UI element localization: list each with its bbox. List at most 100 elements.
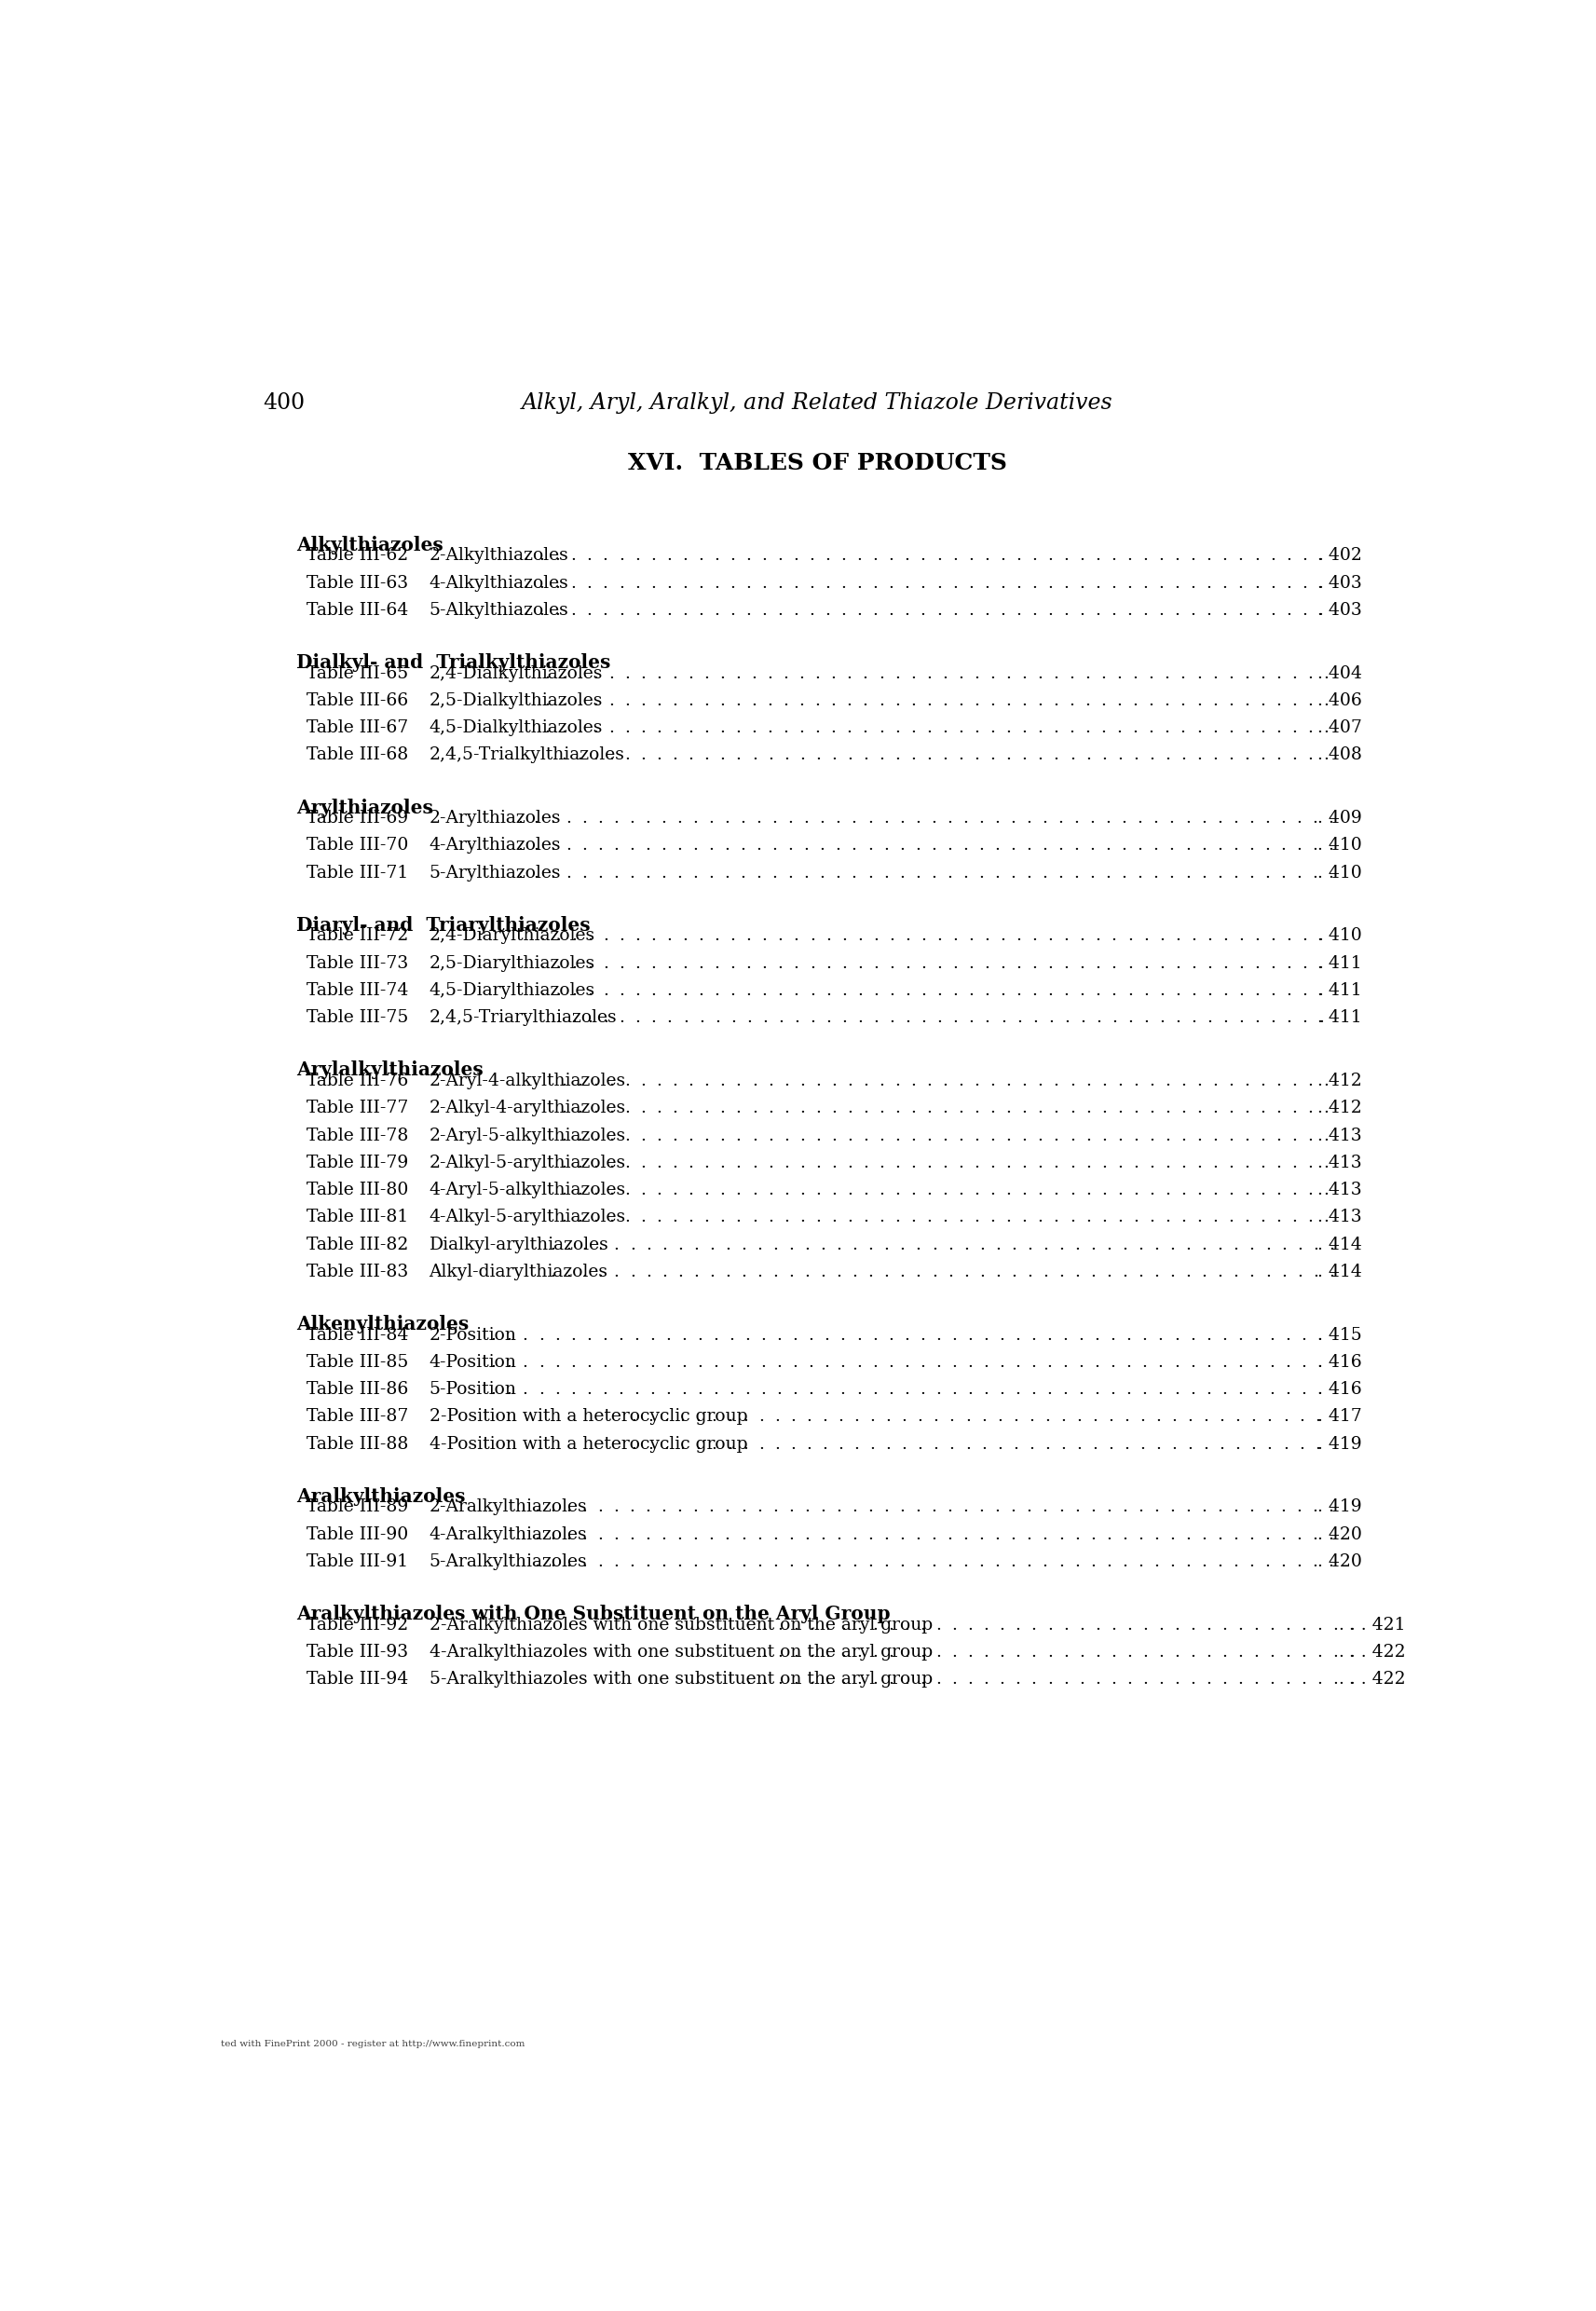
Text: .: . <box>1197 1100 1202 1116</box>
Text: .: . <box>745 982 752 998</box>
Text: .: . <box>809 601 814 619</box>
Text: .: . <box>1213 746 1218 763</box>
Text: .: . <box>895 1100 900 1116</box>
Text: .: . <box>953 927 958 945</box>
Text: .: . <box>1312 809 1317 827</box>
Text: 4-Position with a heterocyclic group: 4-Position with a heterocyclic group <box>429 1435 747 1451</box>
Text: .: . <box>1219 1407 1224 1426</box>
Text: .: . <box>741 1264 747 1280</box>
Text: .: . <box>1021 1156 1028 1172</box>
Text: .: . <box>522 1327 528 1343</box>
Text: .: . <box>930 837 937 855</box>
Text: .: . <box>1232 864 1238 880</box>
Text: .: . <box>1017 982 1021 998</box>
Text: .: . <box>969 954 974 971</box>
Text: .: . <box>752 1181 757 1199</box>
Text: .: . <box>1053 666 1058 682</box>
Text: .: . <box>964 1236 969 1253</box>
Text: .: . <box>999 575 1005 592</box>
Text: .: . <box>763 1010 768 1026</box>
Text: .: . <box>871 1327 878 1343</box>
Text: .: . <box>597 1500 603 1516</box>
Text: .: . <box>1170 1500 1175 1516</box>
Text: .: . <box>1090 1500 1095 1516</box>
Text: .: . <box>1138 1500 1143 1516</box>
Text: .: . <box>1181 1209 1186 1225</box>
Text: .: . <box>1323 1209 1329 1225</box>
Text: .: . <box>1101 1128 1106 1144</box>
Text: .: . <box>522 1354 528 1370</box>
Text: .: . <box>825 601 830 619</box>
Text: .: . <box>720 1100 725 1116</box>
Text: .: . <box>958 1128 964 1144</box>
Text: .: . <box>1060 1435 1066 1451</box>
Text: .: . <box>1207 954 1211 971</box>
Text: .: . <box>1101 1156 1106 1172</box>
Text: .: . <box>1245 1156 1250 1172</box>
Text: .: . <box>1238 982 1243 998</box>
Text: .: . <box>910 666 916 682</box>
Text: .: . <box>903 1615 910 1634</box>
Text: .: . <box>1017 1010 1021 1026</box>
Text: .: . <box>1234 1553 1238 1569</box>
Text: .: . <box>1106 1264 1112 1280</box>
Text: .: . <box>1223 575 1227 592</box>
Text: .: . <box>1117 693 1122 709</box>
Text: .: . <box>1312 1553 1318 1569</box>
Text: .: . <box>1079 1327 1084 1343</box>
Text: 400: 400 <box>263 393 305 414</box>
Text: .: . <box>683 982 688 998</box>
Text: .: . <box>873 1671 878 1687</box>
Text: .: . <box>809 1010 816 1026</box>
Text: .: . <box>847 1181 852 1199</box>
Text: .: . <box>1205 1382 1211 1398</box>
Text: .: . <box>1307 1100 1314 1116</box>
Text: .: . <box>555 1010 562 1026</box>
Text: .: . <box>863 1100 868 1116</box>
Text: .: . <box>855 1354 862 1370</box>
Text: .: . <box>544 693 551 709</box>
Text: .: . <box>978 1500 985 1516</box>
Text: .: . <box>661 1525 667 1544</box>
Text: .: . <box>832 1128 836 1144</box>
Text: .: . <box>784 746 788 763</box>
Text: .: . <box>816 1181 820 1199</box>
Text: .: . <box>693 1525 699 1544</box>
Text: Table III-67: Table III-67 <box>306 719 409 737</box>
Text: .: . <box>806 1435 812 1451</box>
Text: .: . <box>592 1209 598 1225</box>
Text: .: . <box>1302 1010 1307 1026</box>
Text: .: . <box>825 927 832 945</box>
Text: .: . <box>793 1382 798 1398</box>
Text: 5-Aralkylthiazoles with one substituent on the aryl group: 5-Aralkylthiazoles with one substituent … <box>429 1671 932 1687</box>
Text: .: . <box>1189 1382 1195 1398</box>
Text: Table III-81: Table III-81 <box>306 1209 409 1225</box>
Text: .: . <box>576 1128 583 1144</box>
Text: .: . <box>562 1209 567 1225</box>
Text: .: . <box>777 954 784 971</box>
Text: .: . <box>592 1181 598 1199</box>
Text: .: . <box>1111 601 1116 619</box>
Text: .: . <box>1143 575 1148 592</box>
Text: .: . <box>1140 1435 1146 1451</box>
Text: .: . <box>554 1327 560 1343</box>
Text: .: . <box>1159 1643 1163 1662</box>
Text: .: . <box>535 1525 539 1544</box>
Text: .: . <box>1175 1615 1179 1634</box>
Text: .: . <box>800 1181 804 1199</box>
Text: .: . <box>539 927 544 945</box>
Text: .: . <box>953 601 958 619</box>
Text: .: . <box>583 1264 587 1280</box>
Text: .: . <box>567 1264 571 1280</box>
Text: .: . <box>1323 693 1328 709</box>
Text: .: . <box>1037 746 1044 763</box>
Text: .: . <box>784 1072 788 1088</box>
Text: .: . <box>1291 1128 1298 1144</box>
Text: .: . <box>846 719 852 737</box>
Text: .: . <box>974 1209 980 1225</box>
Text: .: . <box>640 693 646 709</box>
Text: .: . <box>994 1525 1001 1544</box>
Text: .: . <box>1328 837 1333 855</box>
Text: .: . <box>777 601 782 619</box>
Text: .: . <box>784 1181 788 1199</box>
